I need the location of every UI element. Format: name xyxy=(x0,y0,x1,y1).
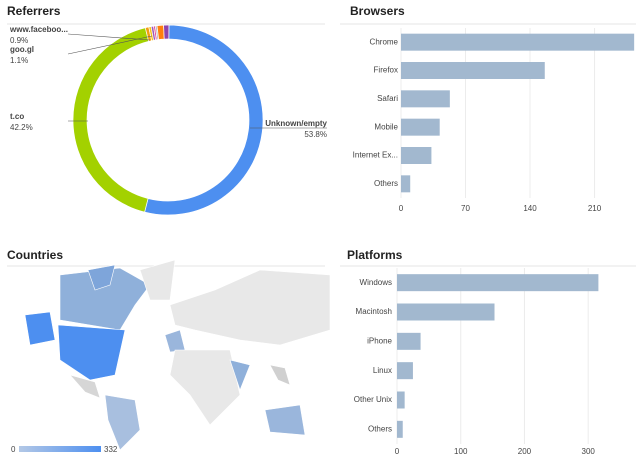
slice-value: 1.1% xyxy=(10,56,28,65)
bar xyxy=(397,332,421,350)
y-tick-label: Mobile xyxy=(374,122,398,131)
bar xyxy=(397,303,495,321)
y-tick-label: Linux xyxy=(373,366,392,375)
slice-label: t.co xyxy=(10,112,24,121)
slice xyxy=(163,24,170,40)
bar xyxy=(397,420,403,438)
slice xyxy=(144,24,264,216)
slice xyxy=(156,24,165,40)
x-tick-label: 0 xyxy=(395,447,400,456)
x-tick-label: 300 xyxy=(582,447,596,456)
y-tick-label: iPhone xyxy=(367,336,392,345)
bar xyxy=(397,274,599,292)
y-tick-label: Firefox xyxy=(374,66,398,75)
y-tick-label: Windows xyxy=(360,278,392,287)
x-tick-label: 100 xyxy=(454,447,468,456)
panel-title: Countries xyxy=(7,248,63,262)
bar xyxy=(401,33,635,51)
x-tick-label: 200 xyxy=(518,447,532,456)
bar xyxy=(401,118,440,136)
x-tick-label: 0 xyxy=(399,204,404,213)
slice-value: 53.8% xyxy=(304,130,327,139)
panel-title: Browsers xyxy=(350,4,405,18)
y-tick-label: Others xyxy=(368,424,392,433)
bar xyxy=(401,175,411,193)
x-tick-label: 70 xyxy=(461,204,470,213)
bar xyxy=(401,62,545,79)
slice-label: www.faceboo... xyxy=(9,25,68,34)
scale-max-label: 332 xyxy=(104,445,118,454)
leader-line xyxy=(67,33,151,41)
y-tick-label: Chrome xyxy=(370,37,399,46)
bar xyxy=(401,90,450,108)
slice-value: 42.2% xyxy=(10,123,33,132)
slice xyxy=(72,27,150,213)
panel-title: Platforms xyxy=(347,248,403,262)
color-scale xyxy=(19,446,101,452)
bar xyxy=(397,362,413,380)
scale-min-label: 0 xyxy=(11,445,16,454)
bar xyxy=(397,391,405,409)
y-tick-label: Macintosh xyxy=(356,307,392,316)
y-tick-label: Others xyxy=(374,179,398,188)
world-map xyxy=(24,259,331,451)
slice-label: Unknown/empty xyxy=(265,119,327,128)
y-tick-label: Other Unix xyxy=(354,395,392,404)
slice-label: goo.gl xyxy=(10,45,34,54)
panel-title: Referrers xyxy=(7,4,61,18)
bar xyxy=(401,147,432,164)
y-tick-label: Safari xyxy=(377,94,398,103)
y-tick-label: Internet Ex... xyxy=(353,151,398,160)
x-tick-label: 140 xyxy=(523,204,537,213)
x-tick-label: 210 xyxy=(588,204,602,213)
slice-value: 0.9% xyxy=(10,36,28,45)
